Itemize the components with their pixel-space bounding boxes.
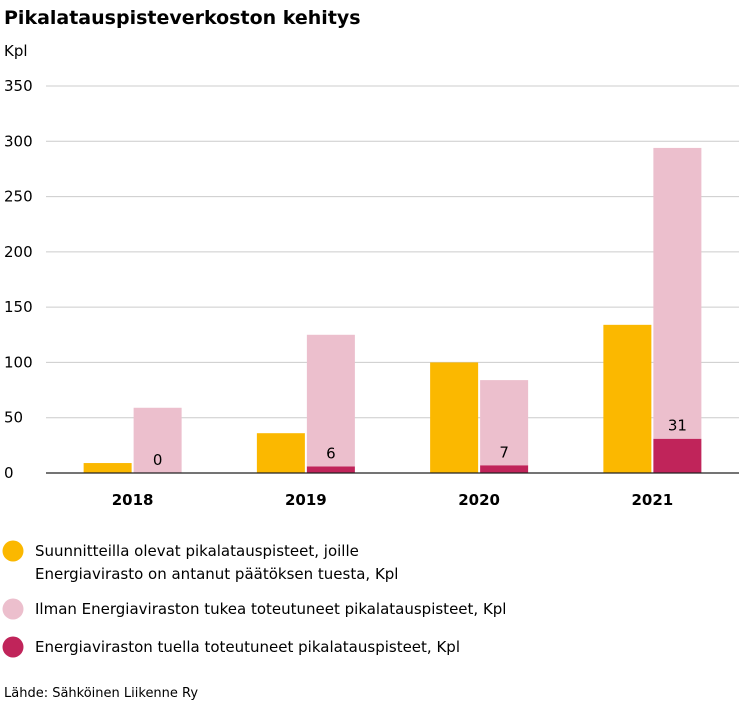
y-tick-300: 300 [4, 132, 33, 150]
bar-planned-2018 [83, 463, 132, 473]
legend-item-unsupported: Ilman Energiaviraston tukea toteutuneet … [2, 598, 506, 620]
x-tick-2020: 2020 [458, 491, 500, 509]
bar-supported-2019 [306, 466, 355, 473]
chart-title: Pikalatauspisteverkoston kehitys [4, 7, 361, 29]
bar-unsupported-2021 [653, 147, 702, 439]
legend-label-planned-line-2: Energiavirasto on antanut päätöksen tues… [35, 565, 398, 583]
data-label-2021: 31 [668, 417, 687, 435]
legend-item-planned: Suunnitteilla olevat pikalatauspisteet, … [2, 540, 398, 583]
legend-item-supported: Energiaviraston tuella toteutuneet pikal… [2, 636, 460, 658]
y-tick-100: 100 [4, 353, 33, 371]
y-tick-150: 150 [4, 298, 33, 316]
bar-unsupported-2019 [306, 334, 355, 467]
bars [83, 147, 702, 473]
data-label-2020: 7 [499, 443, 509, 461]
y-tick-250: 250 [4, 188, 33, 206]
legend-swatch-supported [2, 636, 24, 658]
y-tick-0: 0 [4, 464, 14, 482]
legend-label-supported: Energiaviraston tuella toteutuneet pikal… [35, 638, 460, 656]
data-label-2018: 0 [153, 451, 163, 469]
bar-planned-2020 [430, 362, 479, 473]
legend-swatch-planned [2, 540, 24, 562]
bar-unsupported-2020 [480, 380, 529, 466]
y-axis-label: Kpl [4, 42, 28, 60]
y-tick-200: 200 [4, 243, 33, 261]
legend: Suunnitteilla olevat pikalatauspisteet, … [2, 540, 506, 658]
y-tick-labels: 0 50 100 150 200 250 300 350 [4, 77, 33, 482]
bar-unsupported-2018 [133, 407, 182, 473]
legend-swatch-unsupported [2, 598, 24, 620]
x-tick-2019: 2019 [285, 491, 327, 509]
y-tick-50: 50 [4, 409, 23, 427]
gridlines [46, 85, 739, 419]
source-note: Lähde: Sähköinen Liikenne Ry [4, 686, 198, 701]
legend-label-unsupported: Ilman Energiaviraston tukea toteutuneet … [35, 600, 506, 618]
bar-planned-2019 [256, 433, 305, 473]
bar-supported-2020 [480, 465, 529, 473]
legend-label-planned-line-1: Suunnitteilla olevat pikalatauspisteet, … [35, 542, 359, 560]
y-tick-350: 350 [4, 77, 33, 95]
bar-planned-2021 [603, 324, 652, 473]
x-tick-labels: 2018 2019 2020 2021 [112, 491, 674, 509]
bar-supported-2021 [653, 438, 702, 473]
data-label-2019: 6 [326, 444, 336, 462]
x-tick-2018: 2018 [112, 491, 154, 509]
data-labels: 0 6 7 31 [153, 417, 687, 469]
x-tick-2021: 2021 [632, 491, 674, 509]
